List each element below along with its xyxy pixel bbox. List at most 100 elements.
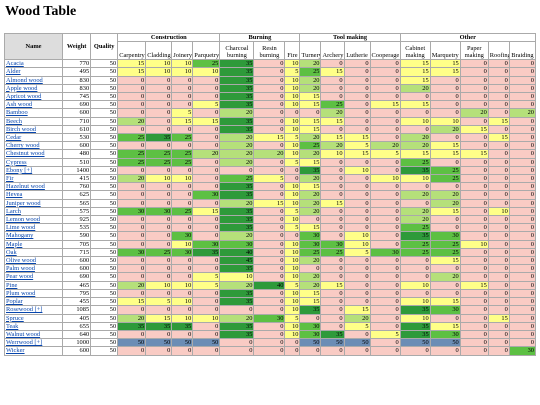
value-cell: 0 bbox=[145, 223, 173, 233]
value-cell: 10 bbox=[284, 124, 301, 135]
value-cell: 0 bbox=[487, 329, 510, 340]
wood-link[interactable]: Pine bbox=[6, 281, 18, 289]
wood-link[interactable]: Maple bbox=[6, 240, 23, 248]
value-cell: 0 bbox=[487, 59, 510, 69]
value-cell: 25 bbox=[320, 247, 345, 258]
value-cell: 0 bbox=[508, 182, 537, 192]
table-row: Plum wood 795 50 0 0 0 0 35 0 10 15 0 0 0 0 0 0 0 0 bbox=[3, 288, 537, 299]
table-row: Pear wood 690 50 0 0 0 5 10 0 10 20 0 0 0 0 20 0 0 0 bbox=[3, 272, 537, 282]
wood-link[interactable]: Cypress bbox=[6, 158, 27, 166]
wood-link[interactable]: Fir bbox=[6, 175, 14, 183]
wood-link[interactable]: Cedar bbox=[6, 134, 22, 142]
name-cell: Werrwood [+] bbox=[3, 338, 64, 348]
wood-link[interactable]: Lemon wood bbox=[6, 216, 40, 224]
wood-link[interactable]: Larch bbox=[6, 207, 21, 215]
wood-link[interactable]: Hevea bbox=[6, 191, 23, 199]
wood-link[interactable]: Wicker bbox=[6, 347, 25, 355]
name-cell: Hevea bbox=[3, 190, 64, 200]
wood-link[interactable]: Spruce bbox=[6, 314, 24, 322]
value-cell: 5 bbox=[284, 313, 301, 323]
value-cell: 20 bbox=[299, 75, 322, 85]
value-cell: 0 bbox=[343, 329, 371, 340]
wood-link[interactable]: Chestnut wood bbox=[6, 150, 45, 158]
value-cell: 0 bbox=[145, 329, 173, 340]
value-cell: 10 bbox=[284, 239, 301, 249]
value-cell: 10 bbox=[145, 280, 173, 290]
value-cell: 0 bbox=[508, 92, 537, 102]
value-cell: 0 bbox=[253, 346, 286, 356]
wood-link[interactable]: Beech bbox=[6, 117, 22, 125]
value-cell: 25 bbox=[192, 59, 221, 69]
value-cell: 0 bbox=[459, 83, 489, 94]
value-cell: 0 bbox=[171, 100, 194, 110]
value-cell: 35 bbox=[219, 124, 255, 135]
value-cell: 15 bbox=[320, 280, 345, 290]
wood-link[interactable]: Werrwood [+] bbox=[6, 339, 43, 347]
value-cell: 0 bbox=[171, 305, 194, 315]
table-row: Olive wood 600 50 0 0 0 0 45 0 10 20 0 0 0 0 15 0 0 0 bbox=[3, 256, 537, 266]
value-cell: 0 bbox=[117, 256, 147, 266]
value-cell: 35 bbox=[219, 206, 255, 217]
wood-link[interactable]: Rosewood [+] bbox=[6, 306, 43, 314]
value-cell: 30 bbox=[171, 231, 194, 241]
value-cell: 0 bbox=[369, 67, 401, 77]
wood-link[interactable]: Oak bbox=[6, 248, 17, 256]
value-cell: 0 bbox=[171, 346, 194, 356]
wood-link[interactable]: Bamboo bbox=[6, 109, 28, 117]
wood-link[interactable]: Poplar bbox=[6, 298, 23, 306]
value-cell: 0 bbox=[253, 223, 286, 233]
value-cell: 15 bbox=[343, 133, 371, 143]
value-cell: 50 bbox=[90, 149, 119, 159]
wood-link[interactable]: Apricot wood bbox=[6, 93, 42, 101]
value-cell: 0 bbox=[299, 346, 322, 356]
value-cell: 20 bbox=[399, 141, 431, 151]
value-cell: 0 bbox=[343, 198, 371, 208]
wood-link[interactable]: Acacia bbox=[6, 60, 24, 68]
wood-link[interactable]: Palm wood bbox=[6, 265, 35, 273]
value-cell: 0 bbox=[253, 206, 286, 217]
value-cell: 530 bbox=[62, 133, 92, 143]
wood-link[interactable]: Walnut wood bbox=[6, 330, 41, 338]
value-cell: 0 bbox=[171, 124, 194, 135]
value-cell: 35 bbox=[219, 75, 255, 85]
value-cell: 0 bbox=[487, 182, 510, 192]
wood-link[interactable]: Lime wood bbox=[6, 224, 36, 232]
value-cell: 0 bbox=[459, 346, 489, 356]
wood-link[interactable]: Juniper wood bbox=[6, 199, 41, 207]
value-cell: 5 bbox=[369, 149, 401, 159]
value-cell: 0 bbox=[459, 264, 489, 274]
wood-link[interactable]: Ash wood bbox=[6, 101, 33, 109]
wood-link[interactable]: Mahogany bbox=[6, 232, 34, 240]
value-cell: 0 bbox=[459, 198, 489, 208]
value-cell: 0 bbox=[508, 59, 537, 69]
wood-link[interactable]: Ebony [+] bbox=[6, 166, 33, 174]
value-cell: 25 bbox=[399, 239, 431, 249]
wood-link[interactable]: Almond wood bbox=[6, 76, 43, 84]
wood-link[interactable]: Teak bbox=[6, 322, 19, 330]
value-cell: 0 bbox=[171, 329, 194, 340]
value-cell: 575 bbox=[62, 206, 92, 217]
column-header: Cladding bbox=[145, 41, 173, 61]
wood-link[interactable]: Alder bbox=[6, 68, 21, 76]
value-cell: 0 bbox=[369, 321, 401, 331]
wood-link[interactable]: Apple wood bbox=[6, 84, 38, 92]
value-cell: 0 bbox=[253, 92, 286, 102]
value-cell: 15 bbox=[459, 149, 489, 159]
value-cell: 0 bbox=[192, 133, 221, 143]
value-cell: 0 bbox=[253, 264, 286, 274]
wood-link[interactable]: Olive wood bbox=[6, 257, 36, 265]
value-cell: 0 bbox=[369, 83, 401, 94]
wood-link[interactable]: Birch wood bbox=[6, 125, 36, 133]
value-cell: 0 bbox=[320, 165, 345, 176]
value-cell: 0 bbox=[117, 100, 147, 110]
wood-link[interactable]: Plum wood bbox=[6, 289, 36, 297]
wood-link[interactable]: Cherry wood bbox=[6, 142, 40, 150]
wood-link[interactable]: Pear wood bbox=[6, 273, 34, 281]
value-cell: 20 bbox=[219, 141, 255, 151]
table-row: Maple 705 50 0 0 10 30 30 0 10 30 30 10 0 25 25 10 0 0 bbox=[3, 239, 537, 249]
wood-link[interactable]: Hazelnut wood bbox=[6, 183, 45, 191]
value-cell: 0 bbox=[369, 280, 401, 290]
value-cell: 0 bbox=[145, 75, 173, 85]
value-cell: 600 bbox=[62, 256, 92, 266]
value-cell: 0 bbox=[459, 206, 489, 217]
